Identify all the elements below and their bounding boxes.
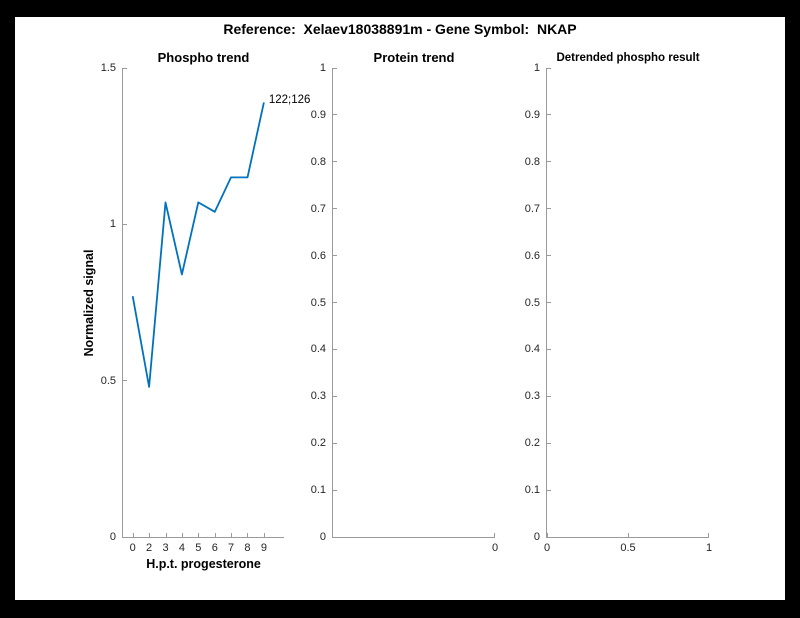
x-axis-label: H.p.t. progesterone — [146, 557, 261, 571]
x-tick-label: 9 — [260, 542, 267, 554]
y-tick-label: 0.7 — [310, 202, 326, 215]
y-tick-label: 0.1 — [524, 484, 540, 497]
y-tick-mark — [333, 208, 337, 210]
y-tick-mark — [547, 442, 551, 444]
y-tick-mark — [333, 68, 337, 69]
y-tick-label: 0.4 — [310, 343, 326, 356]
y-tick-mark — [547, 395, 551, 397]
y-tick-mark — [123, 68, 127, 69]
x-tick-mark — [263, 533, 265, 537]
x-tick-label: 1 — [705, 542, 713, 554]
x-tick-label: 2 — [146, 542, 153, 554]
y-tick-label: 0.2 — [524, 437, 540, 450]
y-tick-label: 0.4 — [524, 343, 540, 356]
x-tick-label: 0 — [129, 542, 136, 554]
x-tick-mark — [132, 533, 134, 537]
protein-plot-title: Protein trend — [373, 50, 455, 65]
y-tick-label: 0.9 — [310, 108, 326, 121]
y-tick-label: 0.6 — [310, 249, 326, 262]
x-tick-mark — [149, 533, 151, 537]
x-tick-mark — [231, 533, 233, 537]
y-tick-mark — [333, 489, 337, 491]
data-annotation: 122;126 — [268, 94, 311, 107]
y-tick-label: 0.2 — [310, 437, 326, 450]
x-tick-label: 0.5 — [620, 542, 636, 554]
y-tick-mark — [547, 536, 551, 538]
y-tick-mark — [547, 68, 551, 69]
x-tick-mark — [628, 533, 629, 537]
y-tick-label: 0.3 — [524, 390, 540, 403]
trend-line — [131, 102, 265, 388]
y-tick-mark — [333, 348, 337, 350]
y-tick-label: 0 — [533, 531, 540, 543]
y-tick-mark — [333, 442, 337, 444]
y-tick-label: 1 — [109, 218, 116, 231]
x-tick-mark — [214, 533, 216, 537]
y-tick-label: 0.8 — [310, 155, 326, 168]
y-tick-mark — [547, 489, 551, 491]
y-tick-mark — [333, 255, 337, 257]
x-tick-mark — [547, 533, 548, 537]
y-tick-mark — [547, 255, 551, 257]
y-tick-label: 0.3 — [310, 390, 326, 403]
y-tick-label: 0.6 — [524, 249, 540, 262]
x-tick-mark — [165, 533, 167, 537]
y-tick-mark — [547, 114, 551, 116]
y-tick-label: 1.5 — [100, 62, 116, 74]
x-tick-label: 7 — [227, 542, 235, 554]
y-tick-label: 0.5 — [524, 296, 540, 309]
y-tick-label: 0.5 — [100, 374, 116, 387]
x-tick-mark — [247, 533, 249, 537]
y-tick-label: 1 — [319, 62, 326, 74]
x-tick-label: 0 — [491, 542, 499, 554]
y-tick-mark — [333, 161, 337, 163]
y-tick-label: 0.5 — [310, 296, 326, 309]
y-tick-mark — [547, 161, 551, 163]
y-tick-label: 0.7 — [524, 202, 540, 215]
y-tick-mark — [547, 348, 551, 350]
y-tick-mark — [333, 395, 337, 397]
x-tick-mark — [494, 533, 495, 537]
trend-line-svg — [131, 102, 265, 388]
y-tick-mark — [333, 302, 337, 303]
y-tick-mark — [123, 536, 127, 538]
x-tick-mark — [708, 533, 709, 537]
phospho-plot-title: Phospho trend — [157, 50, 250, 65]
y-tick-mark — [123, 380, 127, 382]
figure-canvas: Reference: Xelaev18038891m - Gene Symbol… — [15, 17, 785, 600]
y-tick-mark — [333, 114, 337, 116]
x-tick-label: 0 — [543, 542, 551, 554]
detrended-phospho-plot: Detrended phospho result 0 0.1 0.2 0.3 0.4 0.… — [525, 52, 712, 554]
x-tick-label: 4 — [178, 542, 185, 554]
y-tick-mark — [547, 302, 551, 303]
protein-trend-plot: Protein trend 0 0.1 0.2 0.3 0.4 0.5 0.6 0.7 0.8 0… — [311, 50, 498, 554]
y-tick-label: 0 — [319, 531, 326, 543]
x-tick-mark — [198, 533, 200, 537]
y-tick-mark — [547, 208, 551, 210]
detrended-plot-title: Detrended phospho result — [556, 52, 700, 64]
y-tick-label: 0.9 — [524, 108, 540, 121]
y-tick-label: 1 — [533, 62, 540, 74]
y-tick-label: 0 — [109, 531, 116, 543]
x-tick-mark — [181, 533, 183, 537]
x-tick-label: 6 — [211, 542, 218, 554]
figure-title: Reference: Xelaev18038891m - Gene Symbol… — [223, 21, 577, 37]
x-tick-label: 8 — [244, 542, 251, 554]
y-tick-mark — [333, 536, 337, 538]
y-tick-label: 0.8 — [524, 155, 540, 168]
y-axis-label: Normalized signal — [82, 249, 96, 356]
y-tick-label: 0.1 — [310, 484, 326, 497]
x-tick-label: 3 — [162, 542, 169, 554]
phospho-trend-plot: Phospho trend Normalized signal H.p.t. p… — [82, 50, 310, 571]
x-tick-label: 5 — [195, 542, 202, 554]
y-tick-mark — [123, 223, 127, 225]
